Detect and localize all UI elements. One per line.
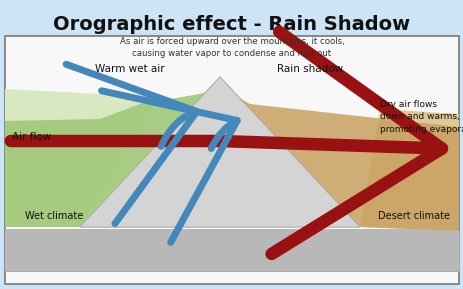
Text: Warm wet air: Warm wet air (95, 64, 164, 74)
Text: Air flow: Air flow (12, 132, 51, 142)
Polygon shape (80, 77, 359, 227)
Polygon shape (5, 87, 219, 231)
Text: Rain shadow: Rain shadow (276, 64, 342, 74)
Polygon shape (219, 87, 458, 231)
Polygon shape (5, 229, 458, 271)
Polygon shape (359, 109, 458, 231)
Text: Desert climate: Desert climate (377, 211, 449, 221)
Polygon shape (5, 89, 160, 231)
Text: As air is forced upward over the mountains, it cools,
causing water vapor to con: As air is forced upward over the mountai… (119, 37, 344, 58)
Polygon shape (5, 231, 458, 271)
Text: Wet climate: Wet climate (25, 211, 83, 221)
Text: Dry air flows
down and warms,
promoting evaporation: Dry air flows down and warms, promoting … (379, 100, 463, 134)
Polygon shape (80, 77, 359, 227)
FancyBboxPatch shape (5, 36, 458, 284)
Text: Orographic effect - Rain Shadow: Orographic effect - Rain Shadow (53, 15, 410, 34)
